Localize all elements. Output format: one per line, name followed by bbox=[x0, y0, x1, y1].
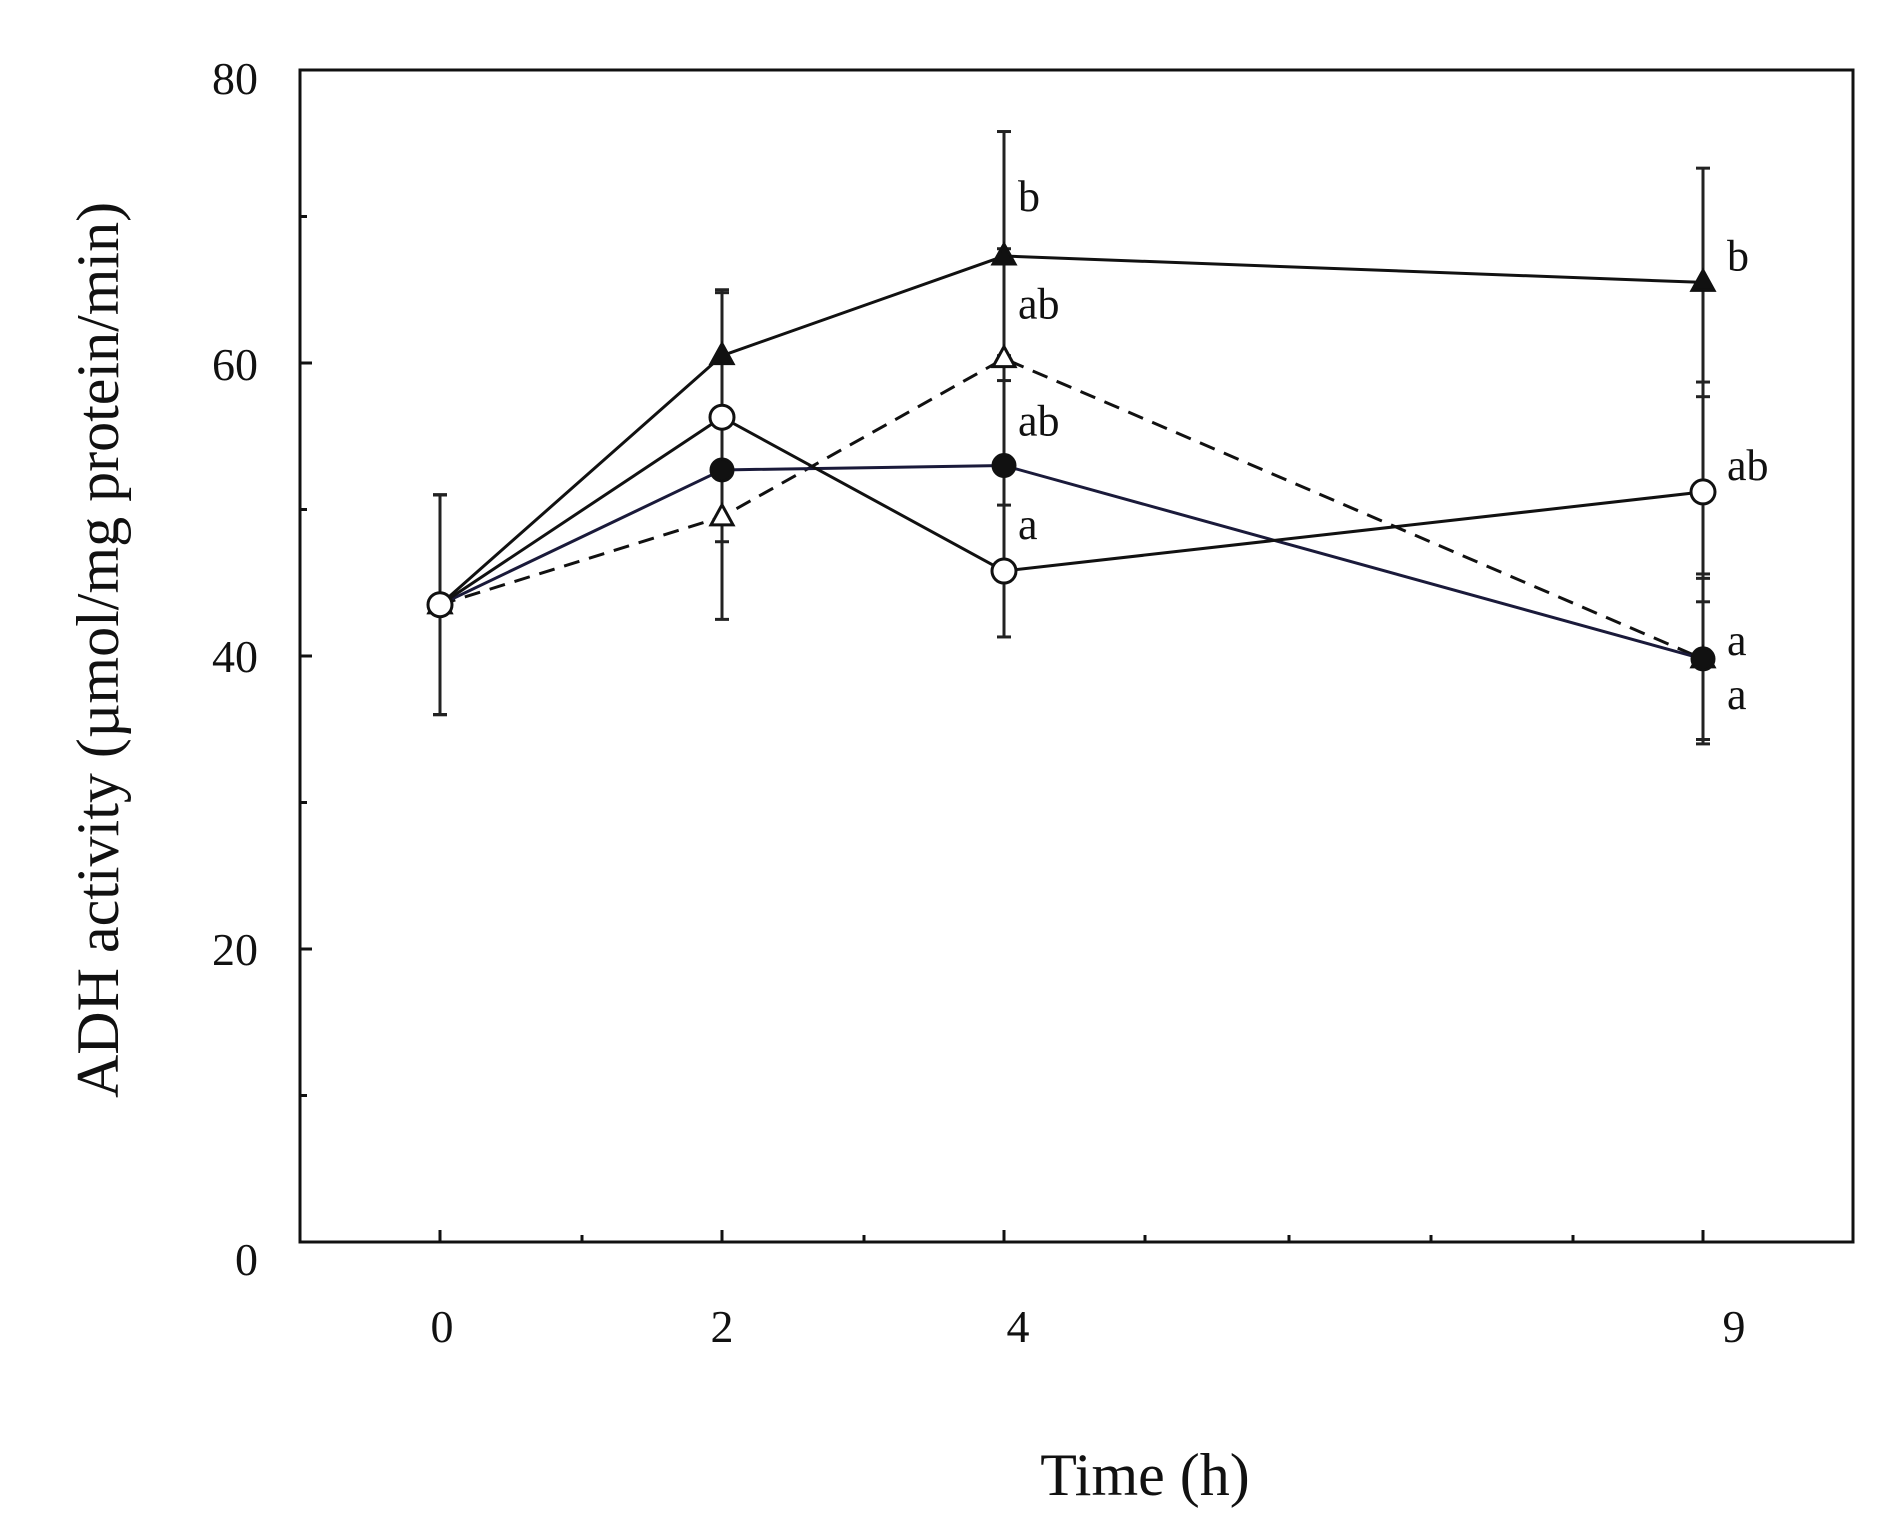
significance-label: b bbox=[1727, 231, 1749, 280]
plot-frame bbox=[298, 68, 1855, 1244]
y-tick-label-80: 80 bbox=[212, 53, 258, 104]
data-point bbox=[991, 453, 1017, 479]
significance-label: a bbox=[1727, 616, 1747, 665]
markers-open-circle bbox=[426, 403, 1717, 619]
data-point bbox=[1689, 267, 1717, 292]
data-point bbox=[709, 457, 735, 483]
markers-filled-triangle bbox=[426, 240, 1717, 615]
significance-label: ab bbox=[1018, 280, 1060, 329]
significance-label: ab bbox=[1727, 441, 1769, 490]
x-tick-label-2: 2 bbox=[711, 1301, 734, 1352]
x-tick-label-4: 4 bbox=[1007, 1301, 1030, 1352]
significance-label: a bbox=[1018, 500, 1038, 549]
series-line-open-triangle bbox=[439, 356, 1704, 661]
x-tick-group bbox=[438, 1230, 1705, 1242]
y-tick-label-40: 40 bbox=[212, 631, 258, 682]
series-line-filled-triangle bbox=[439, 254, 1704, 606]
x-axis-title: Time (h) bbox=[1040, 1442, 1249, 1508]
series-line-open-circle bbox=[439, 415, 1704, 606]
data-point bbox=[426, 591, 454, 619]
data-point bbox=[708, 340, 736, 366]
y-axis-title: ADH activity (µmol/mg protein/min) bbox=[65, 202, 131, 1098]
y-tick-label-60: 60 bbox=[212, 339, 258, 390]
data-point bbox=[708, 501, 736, 527]
data-point bbox=[990, 557, 1018, 585]
data-point bbox=[990, 240, 1018, 266]
y-tick-label-20: 20 bbox=[212, 924, 258, 975]
series-line-filled-circle bbox=[439, 464, 1704, 661]
series-open-triangle bbox=[433, 247, 1710, 746]
data-point bbox=[1690, 646, 1716, 672]
significance-label: a bbox=[1727, 670, 1747, 719]
y-tick-group bbox=[300, 68, 312, 1244]
data-point bbox=[1689, 478, 1717, 506]
series-open-circle bbox=[433, 291, 1710, 717]
data-point bbox=[708, 403, 736, 431]
x-tick-label-0: 0 bbox=[431, 1301, 454, 1352]
y-axis: 0 20 40 60 80 bbox=[212, 53, 312, 1285]
significance-label: b bbox=[1018, 172, 1040, 221]
data-point bbox=[990, 343, 1018, 369]
x-axis: 0 2 4 9 bbox=[431, 1230, 1746, 1352]
y-tick-label-0: 0 bbox=[235, 1234, 258, 1285]
x-tick-label-9: 9 bbox=[1723, 1301, 1746, 1352]
series-filled-triangle bbox=[433, 130, 1710, 717]
significance-label: ab bbox=[1018, 397, 1060, 446]
markers-open-triangle bbox=[426, 343, 1717, 669]
